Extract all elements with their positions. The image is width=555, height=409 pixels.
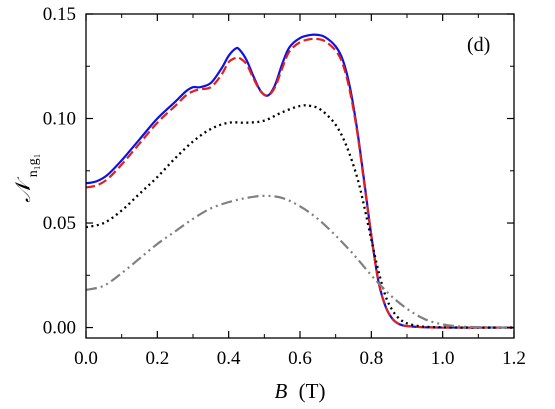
y-tick-label: 0.15 <box>43 4 76 25</box>
y-axis-symbol: 𝒩 <box>11 177 35 203</box>
x-tick-label: 0.2 <box>145 348 169 369</box>
x-tick-label: 0.6 <box>288 348 312 369</box>
x-tick-label: 0.4 <box>217 348 241 369</box>
x-axis-unit: (T) <box>299 379 326 403</box>
x-tick-label: 0.8 <box>359 348 383 369</box>
series-line-dashdotdot <box>85 194 515 329</box>
x-tick-label: 1.0 <box>431 348 455 369</box>
y-ticks: 0.00 0.05 0.10 0.15 <box>43 4 514 339</box>
x-ticks: 0.0 0.2 0.4 0.6 0.8 1.0 1.2 <box>74 14 526 369</box>
series-line-dotted <box>85 104 514 329</box>
x-axis-symbol: B <box>275 379 288 403</box>
y-tick-label: 0.00 <box>43 318 76 339</box>
y-tick-label: 0.05 <box>43 213 76 234</box>
y-tick-label: 0.10 <box>43 109 76 130</box>
x-tick-label: 1.2 <box>502 348 526 369</box>
y-axis-label: 𝒩 n₁g₁ <box>11 153 41 202</box>
series-line-solid <box>85 33 514 329</box>
panel-label: (d) <box>467 34 490 56</box>
series-layer <box>85 33 515 329</box>
x-tick-label: 0.0 <box>74 348 98 369</box>
y-axis-subscript: n₁g₁ <box>26 153 41 177</box>
series-line-dashed <box>85 37 514 329</box>
plot-frame <box>85 13 515 339</box>
x-axis-label: B (T) <box>275 379 326 403</box>
